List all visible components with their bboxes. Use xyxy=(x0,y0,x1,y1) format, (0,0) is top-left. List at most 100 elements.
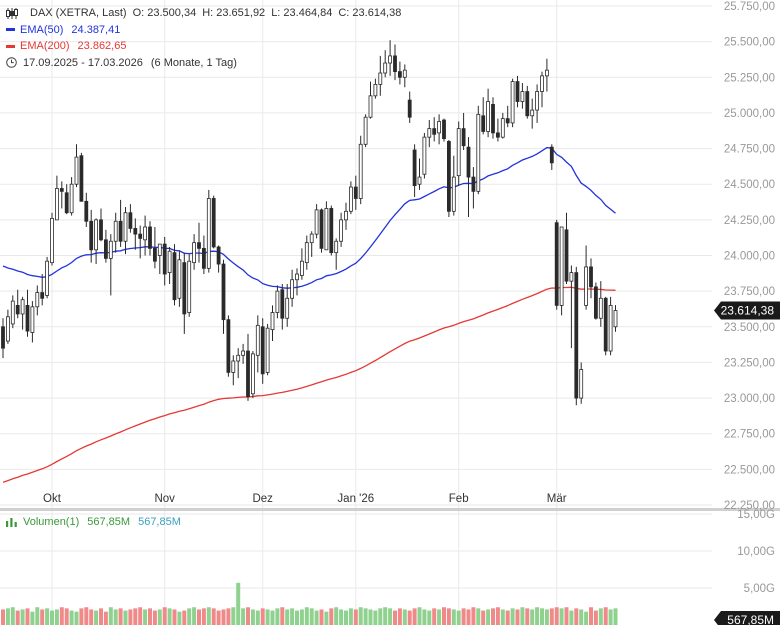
chart-legend: DAX (XETRA, Last) O: 23.500,34 H: 23.651… xyxy=(6,5,401,71)
range-row: 17.09.2025 - 17.03.2026 (6 Monate, 1 Tag… xyxy=(6,55,401,72)
candle xyxy=(397,61,402,85)
candle xyxy=(55,175,59,221)
candle-body xyxy=(594,286,598,319)
candle xyxy=(520,82,525,109)
volume-bar xyxy=(598,608,603,625)
candle-body xyxy=(123,212,128,242)
candle xyxy=(373,78,378,99)
volume-bar xyxy=(108,607,113,625)
volume-bar xyxy=(324,611,329,625)
candle-body xyxy=(540,75,544,92)
candle xyxy=(500,112,505,139)
candle xyxy=(40,274,45,306)
volume-bar xyxy=(99,608,103,625)
candle xyxy=(569,265,574,349)
volume-bar xyxy=(152,610,157,625)
volume-bar xyxy=(250,609,255,625)
candle xyxy=(368,81,373,119)
candle-body xyxy=(133,228,138,235)
volume-bar xyxy=(236,582,241,625)
volume-bar xyxy=(584,611,589,625)
volume-bar xyxy=(329,608,334,625)
candle-body xyxy=(148,226,152,249)
price-tick-label: 24.000,00 xyxy=(724,251,775,263)
volume-bar xyxy=(505,610,510,625)
candle xyxy=(280,284,285,330)
candle-body xyxy=(108,240,113,259)
candle-body xyxy=(481,115,486,132)
candle xyxy=(285,284,290,327)
volume-bar xyxy=(74,611,79,625)
candle xyxy=(319,208,324,253)
volume-bar xyxy=(255,610,260,625)
candle-body xyxy=(206,198,211,269)
candle xyxy=(388,40,393,76)
candle-body xyxy=(339,219,344,242)
ema50-line xyxy=(2,146,616,289)
ema50-legend: EMA(50) 24.387,41 xyxy=(6,22,401,39)
candle-body xyxy=(84,200,89,222)
price-tick-label: 23.250,00 xyxy=(724,357,775,369)
candle xyxy=(128,204,133,233)
candle xyxy=(535,84,539,123)
candle xyxy=(94,218,98,265)
candle-body xyxy=(388,55,393,64)
time-axis: Okt Nov Dez Jan '26 Feb Mär xyxy=(43,493,567,505)
candle-body xyxy=(1,326,5,349)
candle-body xyxy=(138,233,143,239)
candle xyxy=(466,137,471,218)
volume-bar xyxy=(456,610,461,625)
volume-bar xyxy=(383,607,388,625)
volume-bar xyxy=(368,609,373,625)
candlestick-icon xyxy=(6,7,18,19)
candle-body xyxy=(486,101,491,132)
candle xyxy=(275,285,280,319)
volume-bar xyxy=(5,608,10,625)
candle-body xyxy=(584,266,588,306)
candle-body xyxy=(45,260,49,296)
candle-body xyxy=(113,220,118,242)
candle-body xyxy=(329,208,334,254)
volume-bar xyxy=(246,607,250,625)
candle-body xyxy=(603,297,608,352)
candle xyxy=(598,281,603,327)
volume-tick-label: 15,00G xyxy=(737,509,775,521)
volume-bar xyxy=(35,607,40,625)
candle-body xyxy=(216,246,221,265)
bar-chart-icon xyxy=(6,517,17,527)
candle-body xyxy=(15,304,20,315)
candle xyxy=(123,207,128,255)
candle-body xyxy=(495,132,500,138)
volume-bar xyxy=(285,609,290,625)
volume-bar xyxy=(530,609,535,625)
volume-bar xyxy=(54,609,59,625)
volume-bar xyxy=(358,607,363,625)
volume-bar xyxy=(15,610,20,625)
volume-bar xyxy=(309,608,314,625)
candle-body xyxy=(564,229,569,282)
candle-body xyxy=(535,91,539,111)
last-price-label: 23.614,38 xyxy=(721,303,775,317)
candle xyxy=(334,238,339,270)
candle xyxy=(1,318,5,359)
candle xyxy=(162,236,167,286)
volume-bar xyxy=(412,608,417,625)
volume-bar xyxy=(192,607,197,625)
volume-bar xyxy=(265,609,270,625)
volume-bar xyxy=(554,607,559,625)
candle xyxy=(476,105,481,195)
volume-bar xyxy=(59,607,64,625)
candle-body xyxy=(255,324,260,356)
volume-bar xyxy=(270,610,275,625)
volume-bar xyxy=(1,609,5,625)
volume-bar xyxy=(201,608,206,625)
candle-body xyxy=(407,99,412,118)
volume-bar xyxy=(94,610,99,625)
candle xyxy=(187,254,192,317)
candle-body xyxy=(397,71,402,78)
volume-bar xyxy=(133,608,138,625)
candle xyxy=(353,175,358,210)
volume-bar xyxy=(579,609,584,625)
candle-body xyxy=(236,354,241,362)
candle xyxy=(412,144,417,198)
